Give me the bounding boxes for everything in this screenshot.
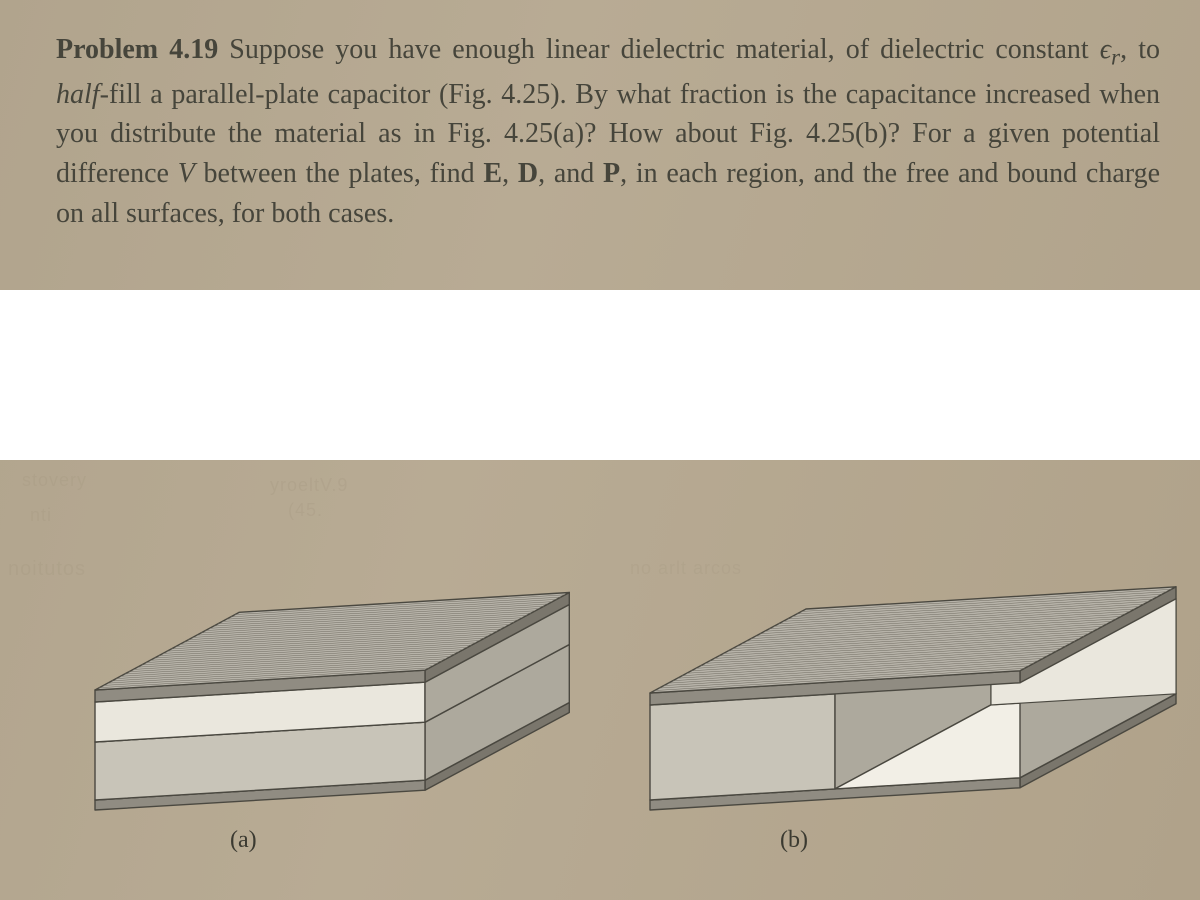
var-E: E (483, 158, 502, 189)
problem-body-1: , to (1120, 34, 1160, 65)
epsilon-symbol: ϵ (1100, 34, 1111, 65)
caption-a: (a) (230, 827, 257, 854)
page: Problem 4.19 Suppose you have enough lin… (0, 0, 1200, 900)
problem-body-3: between the plates, find (195, 158, 484, 189)
epsilon-subscript: r (1111, 45, 1120, 71)
problem-body-4: , (502, 158, 518, 189)
problem-body-0: Suppose you have enough linear dielectri… (218, 34, 1100, 65)
var-V: V (178, 158, 195, 189)
var-P: P (603, 158, 620, 189)
problem-label: Problem 4.19 (56, 34, 218, 65)
problem-body-5: , and (538, 158, 603, 189)
half-word: half (56, 79, 100, 110)
figure-svg (0, 480, 1200, 860)
var-D: D (518, 158, 538, 189)
redaction-strip (0, 290, 1200, 460)
figure-4-25: (a) (b) (0, 480, 1200, 860)
problem-text-block: Problem 4.19 Suppose you have enough lin… (56, 30, 1160, 234)
caption-b: (b) (780, 827, 808, 854)
